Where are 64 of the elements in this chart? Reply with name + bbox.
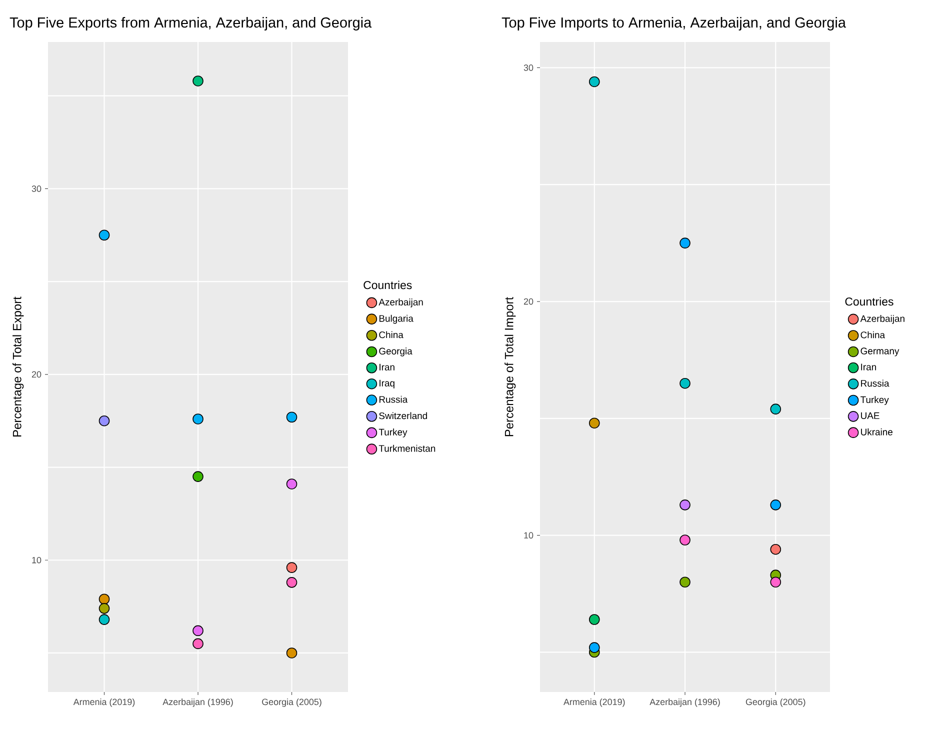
legend-label: Germany (860, 348, 900, 356)
legend-label: Bulgaria (379, 314, 414, 324)
point (770, 544, 782, 555)
legend-label: Russia (861, 380, 890, 387)
legend-label: Switzerland (379, 412, 427, 420)
x-tick-label: Azerbaijan (1996) (162, 698, 233, 707)
legend-label: Iraq (380, 380, 394, 388)
point (286, 648, 298, 658)
point (680, 576, 690, 588)
legend-label: Turkey (860, 396, 889, 405)
y-tick-label: 30 (524, 64, 534, 71)
point (192, 638, 204, 650)
legend-label: China (860, 331, 886, 338)
point (192, 414, 204, 424)
point (286, 577, 298, 588)
legend-label: Turkmenistan (378, 444, 436, 452)
chart-title: Top Five Imports to Armenia, Azerbaijan, and Georgia (502, 17, 846, 30)
y-tick-label: 20 (524, 298, 534, 305)
point (98, 603, 110, 614)
point (98, 614, 110, 625)
point (192, 625, 204, 636)
legend-title: Countries (364, 280, 412, 290)
legend-label: Azerbaijan (860, 314, 904, 324)
y-axis-title: Percentage of Total Import (504, 296, 516, 436)
point (680, 378, 690, 389)
point (98, 594, 110, 605)
point (588, 614, 600, 625)
x-tick-label: Armenia (2019) (564, 698, 625, 707)
legend-label: UAE (861, 412, 880, 420)
y-tick-label: 30 (32, 186, 42, 192)
point (680, 238, 690, 248)
point (588, 76, 600, 88)
x-tick-label: Georgia (2005) (746, 698, 806, 707)
point (588, 418, 600, 428)
y-tick-label: 10 (32, 556, 42, 564)
y-tick-label: 10 (524, 532, 534, 539)
legend-label: Azerbaijan (378, 298, 423, 308)
y-axis-title: Percentage of Total Export (12, 296, 24, 436)
point (680, 534, 690, 546)
point (770, 500, 782, 510)
chart-title: Top Five Exports from Armenia, Azerbaijan, and Georgia (10, 17, 372, 30)
legend-label: Iran (861, 364, 876, 370)
legend-label: Iran (380, 364, 394, 370)
legend-label: Russia (379, 396, 408, 403)
point (98, 415, 110, 426)
point (286, 412, 298, 423)
x-tick-label: Georgia (2005) (262, 698, 322, 707)
point (680, 500, 690, 510)
y-tick-label: 20 (32, 371, 42, 378)
point (192, 471, 204, 482)
point (770, 576, 782, 588)
x-tick-label: Azerbaijan (1996) (650, 698, 720, 707)
legend-label: China (379, 331, 404, 338)
point (286, 562, 298, 573)
point (286, 478, 298, 490)
point (588, 642, 600, 653)
point (98, 230, 110, 241)
legend-label: Ukraine (861, 428, 892, 436)
legend-label: Georgia (379, 348, 412, 356)
point (192, 76, 204, 86)
legend-title: Countries (845, 297, 894, 306)
point (770, 404, 782, 414)
x-tick-label: Armenia (2019) (73, 698, 135, 707)
legend-label: Turkey (378, 428, 408, 438)
